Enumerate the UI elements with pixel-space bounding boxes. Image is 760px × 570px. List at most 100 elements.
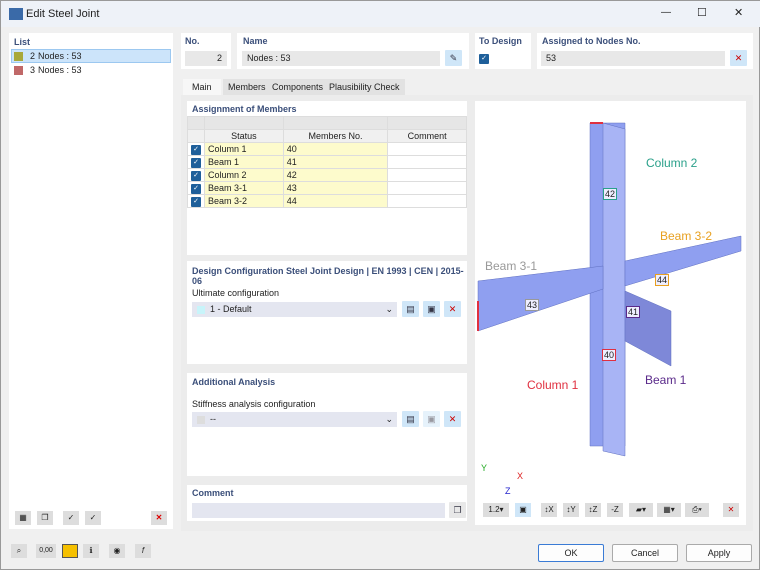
list-panel: List 2 Nodes : 53 3 Nodes : 53 ▦ ❐ ✓ ✓ ✕ (9, 33, 173, 529)
table-row[interactable]: ✓ Beam 3-1 43 (187, 181, 467, 195)
list-item[interactable]: 2 Nodes : 53 (11, 49, 171, 63)
to-design-checkbox[interactable]: ✓ (479, 54, 489, 64)
name-box: Name Nodes : 53 ✎ (237, 33, 469, 69)
row-checkbox[interactable]: ✓ (187, 142, 205, 156)
edit-config-icon[interactable]: ▣ (423, 411, 440, 427)
assigned-box: Assigned to Nodes No. 53 ✕ (537, 33, 753, 69)
formula-icon[interactable]: f (135, 544, 151, 558)
assignment-panel: Assignment of Members Status Members No. C… (187, 101, 467, 255)
list-header: List (14, 37, 31, 47)
edit-name-icon[interactable]: ✎ (445, 50, 462, 66)
row-checkbox[interactable]: ✓ (187, 168, 205, 182)
ok-button[interactable]: OK (538, 544, 604, 562)
chevron-down-icon: ⌄ (385, 304, 393, 314)
maximize-button[interactable]: ☐ (697, 7, 707, 19)
label-beam-3-2: Beam 3-2 (660, 229, 713, 243)
no-label: No. (185, 36, 200, 46)
comment-cell[interactable] (387, 155, 467, 169)
info-icon[interactable]: ℹ (83, 544, 99, 558)
view-y-icon[interactable]: ↕Y (563, 503, 579, 517)
color-swatch (14, 52, 23, 61)
title-bar: Edit Steel Joint — ☐ ✕ (1, 1, 760, 27)
config-swatch (197, 415, 205, 424)
member-tag-40: 40 (602, 349, 617, 361)
tab-members[interactable]: Members (223, 79, 271, 95)
view-x-icon[interactable]: ↕X (541, 503, 557, 517)
row-checkbox[interactable]: ✓ (187, 181, 205, 195)
stiffness-config-select[interactable]: -- ⌄ (192, 412, 397, 427)
design-config-header: Design Configuration Steel Joint Design … (192, 266, 464, 286)
delete-icon[interactable]: ✕ (151, 511, 167, 525)
delete-config-icon[interactable]: ✕ (444, 411, 461, 427)
member-no-cell[interactable]: 41 (282, 155, 389, 169)
comment-field[interactable] (192, 503, 445, 518)
status-cell: Column 1 (204, 142, 284, 156)
additional-analysis-panel: Additional Analysis Stiffness analysis c… (187, 373, 467, 476)
row-checkbox[interactable]: ✓ (187, 194, 205, 208)
stiffness-config-label: Stiffness analysis configuration (192, 399, 316, 409)
comment-cell[interactable] (387, 194, 467, 208)
row-checkbox[interactable]: ✓ (187, 155, 205, 169)
member-tag-42: 42 (603, 188, 618, 200)
table-row[interactable]: ✓ Beam 3-2 44 (187, 194, 467, 208)
member-no-cell[interactable]: 42 (282, 168, 389, 182)
close-button[interactable]: ✕ (734, 7, 744, 19)
assigned-field[interactable]: 53 (541, 51, 725, 66)
axis-y: Y (481, 463, 488, 473)
color-icon[interactable] (62, 544, 78, 558)
member-no-cell[interactable]: 43 (282, 181, 389, 195)
view-icon[interactable]: ◉ (109, 544, 125, 558)
new-config-icon[interactable]: ▤ (402, 301, 419, 317)
comment-cell[interactable] (387, 168, 467, 182)
no-field[interactable]: 2 (185, 51, 227, 66)
new-config-icon[interactable]: ▤ (402, 411, 419, 427)
delete-config-icon[interactable]: ✕ (444, 301, 461, 317)
minimize-button[interactable]: — (661, 7, 671, 18)
comment-library-icon[interactable]: ❐ (449, 502, 466, 518)
member-no-cell[interactable]: 40 (282, 142, 389, 156)
tab-main[interactable]: Main (183, 79, 221, 95)
search-icon[interactable]: ⌕ (11, 544, 27, 558)
numbering-icon[interactable]: 1.2▾ (483, 503, 509, 517)
check-all-icon[interactable]: ✓ (63, 511, 79, 525)
member-no-cell[interactable]: 44 (282, 194, 389, 208)
additional-header: Additional Analysis (192, 377, 276, 387)
list-item[interactable]: 3 Nodes : 53 (11, 64, 171, 78)
tab-components[interactable]: Components (267, 79, 329, 95)
3d-viewport[interactable]: 42 44 43 41 40 Column 2 Beam 3-2 Beam 3-… (475, 101, 746, 525)
col-comment: Comment (387, 129, 467, 143)
table-row[interactable]: ✓ Column 1 40 (187, 142, 467, 156)
tab-plausibility-check[interactable]: Plausibility Check (324, 79, 405, 95)
comment-cell[interactable] (387, 142, 467, 156)
table-row[interactable]: ✓ Column 2 42 (187, 168, 467, 182)
item-no: 3 (30, 65, 36, 75)
units-icon[interactable]: 0,00 (36, 544, 56, 558)
comment-cell[interactable] (387, 181, 467, 195)
item-no: 2 (30, 51, 36, 61)
display-icon[interactable]: ▦▾ (657, 503, 681, 517)
reset-view-icon[interactable]: ✕ (723, 503, 739, 517)
to-design-box: To Design ✓ (475, 33, 531, 69)
column-flange (602, 122, 626, 457)
copy-icon[interactable]: ❐ (37, 511, 53, 525)
pick-node-icon[interactable]: ✕ (730, 50, 747, 66)
status-cell: Beam 3-2 (204, 194, 284, 208)
render-icon[interactable]: ▣ (515, 503, 531, 517)
apply-button[interactable]: Apply (686, 544, 752, 562)
table-row[interactable]: ✓ Beam 1 41 (187, 155, 467, 169)
iso-view-icon[interactable]: ▰▾ (629, 503, 653, 517)
view-z-icon[interactable]: ↕Z (585, 503, 601, 517)
new-icon[interactable]: ▦ (15, 511, 31, 525)
stiffness-config-value: -- (210, 414, 216, 424)
label-column-2: Column 2 (646, 156, 698, 170)
name-field[interactable]: Nodes : 53 (242, 51, 440, 66)
design-config-panel: Design Configuration Steel Joint Design … (187, 261, 467, 364)
print-icon[interactable]: ⎙▾ (685, 503, 709, 517)
check-select-icon[interactable]: ✓ (85, 511, 101, 525)
cancel-button[interactable]: Cancel (612, 544, 678, 562)
status-cell: Beam 1 (204, 155, 284, 169)
ultimate-config-label: Ultimate configuration (192, 288, 280, 298)
edit-config-icon[interactable]: ▣ (423, 301, 440, 317)
view-minus-z-icon[interactable]: -Z (607, 503, 623, 517)
ultimate-config-select[interactable]: 1 - Default ⌄ (192, 302, 397, 317)
